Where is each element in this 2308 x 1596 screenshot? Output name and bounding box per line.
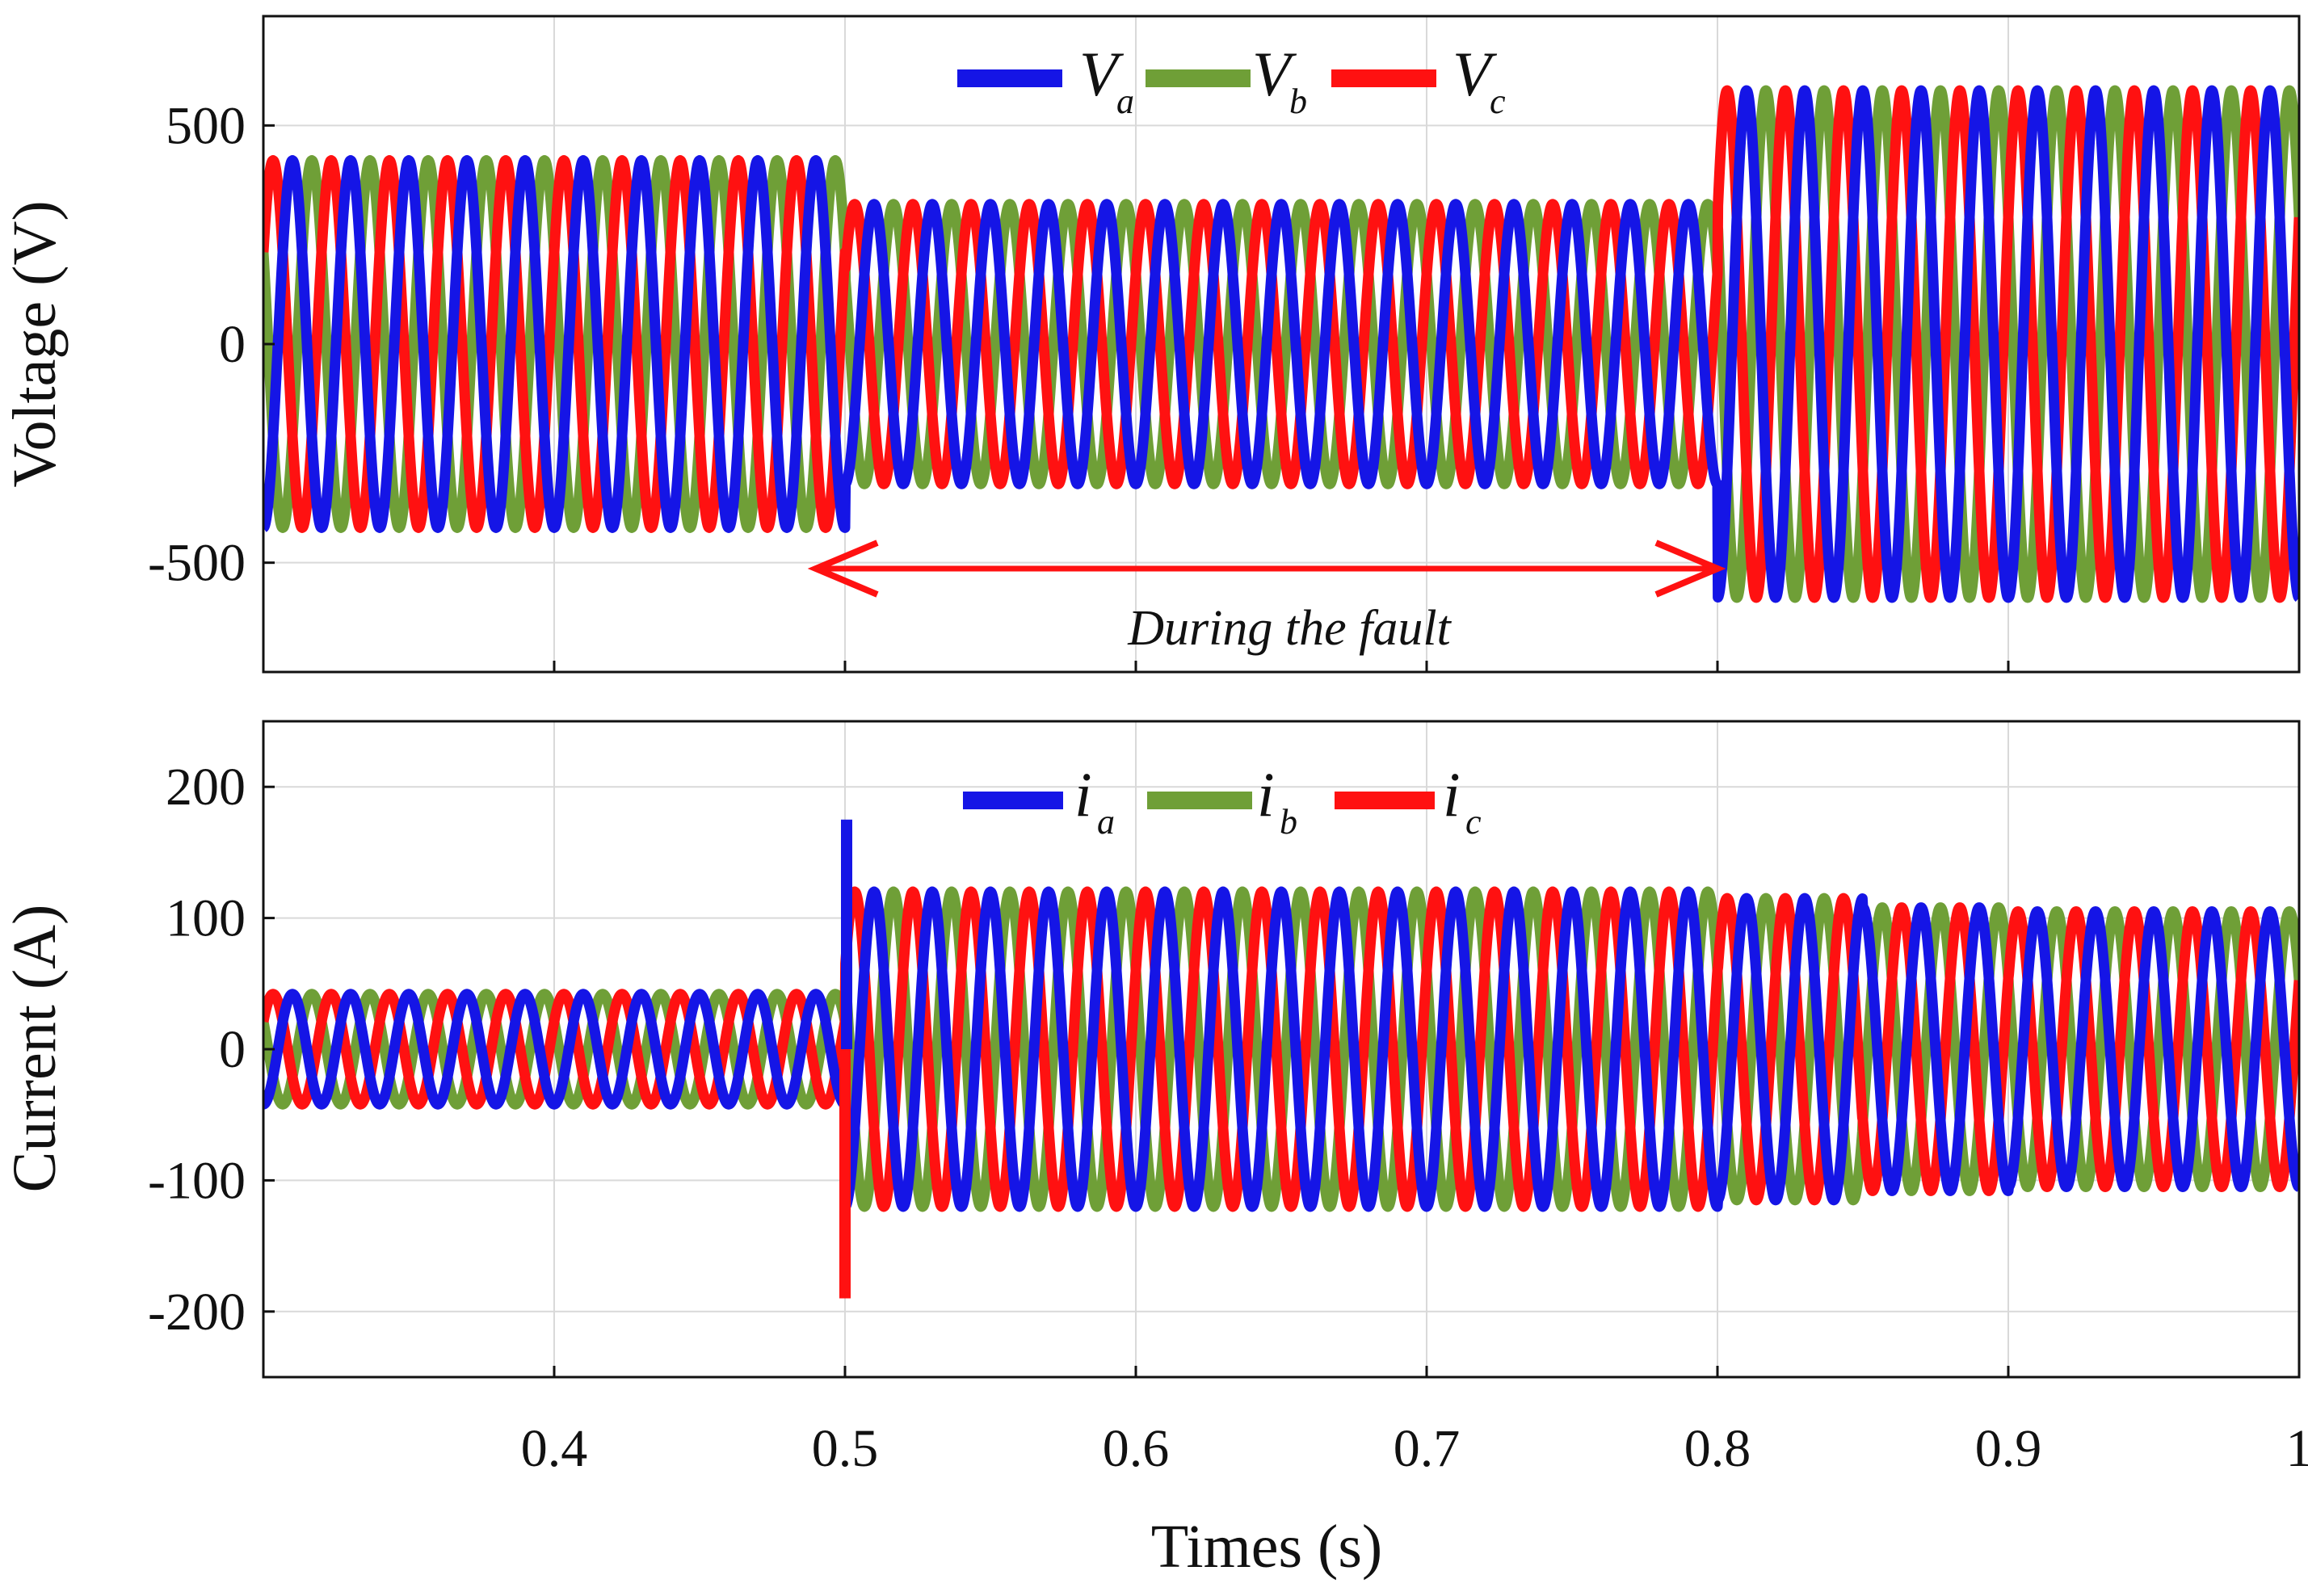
legend-swatch-ia	[963, 792, 1063, 809]
legend-swatch-vb	[1146, 69, 1251, 87]
legend-label-vc: V	[1452, 39, 1498, 109]
voltage-y-ticks: 500 0 -500	[148, 96, 2301, 672]
legend-sub-ib: b	[1280, 802, 1297, 842]
xtick-label-1: 0.5	[812, 1419, 879, 1478]
voltage-legend: V a V b V c	[957, 39, 1506, 121]
legend-swatch-ib	[1147, 792, 1252, 809]
voltage-ytick-label-2: -500	[148, 534, 246, 593]
current-ytick-label-2: 0	[219, 1020, 246, 1079]
legend-sub-vb: b	[1289, 82, 1307, 121]
current-ytick-label-3: -100	[148, 1151, 246, 1210]
legend-sub-vc: c	[1490, 82, 1506, 121]
current-y-axis-label: Current (A)	[1, 905, 69, 1193]
legend-label-ic: i	[1443, 759, 1461, 830]
voltage-ytick-label-1: 0	[219, 315, 246, 374]
legend-swatch-ic	[1335, 792, 1435, 809]
current-ytick-label-0: 200	[166, 758, 246, 817]
xtick-label-3: 0.7	[1394, 1419, 1461, 1478]
x-axis-label: Times (s)	[1151, 1513, 1382, 1581]
fault-annotation: During the fault	[807, 540, 1726, 656]
xtick-label-0: 0.4	[521, 1419, 588, 1478]
current-legend: i a i b i c	[963, 759, 1482, 842]
current-axis-ticks: 200 100 0 -100 -200 0.4 0.5 0.6 0.7 0.8 0.9 1	[148, 758, 2308, 1478]
legend-sub-va: a	[1116, 82, 1134, 121]
legend-label-ib: i	[1257, 759, 1275, 830]
legend-sub-ic: c	[1465, 802, 1482, 842]
legend-sub-ia: a	[1097, 802, 1115, 842]
legend-swatch-vc	[1331, 69, 1436, 87]
current-traces	[263, 819, 2299, 1299]
voltage-panel: 500 0 -500 Voltage (V) During the fault V …	[1, 15, 2301, 674]
fault-annotation-label: During the fault	[1127, 601, 1452, 656]
current-panel: 200 100 0 -100 -200 0.4 0.5 0.6 0.7 0.8 0.9 1 Curre…	[1, 720, 2308, 1581]
voltage-y-axis-label: Voltage (V)	[1, 200, 69, 487]
legend-label-va: V	[1079, 39, 1125, 109]
current-ytick-label-1: 100	[166, 889, 246, 948]
legend-label-ia: i	[1074, 759, 1092, 830]
voltage-trace-va	[263, 85, 2299, 603]
fault-arrow-right-head	[1654, 540, 1726, 598]
legend-swatch-va	[957, 69, 1062, 87]
current-trace-ia	[263, 886, 2299, 1212]
legend-label-vb: V	[1252, 39, 1297, 109]
current-ytick-label-4: -200	[148, 1283, 246, 1342]
xtick-label-6: 1	[2286, 1419, 2308, 1478]
xtick-label-5: 0.9	[1975, 1419, 2042, 1478]
voltage-traces	[263, 85, 2299, 603]
xtick-label-2: 0.6	[1103, 1419, 1170, 1478]
xtick-label-4: 0.8	[1684, 1419, 1751, 1478]
voltage-ytick-label-0: 500	[166, 96, 246, 155]
fault-arrow-left-head	[807, 540, 879, 598]
